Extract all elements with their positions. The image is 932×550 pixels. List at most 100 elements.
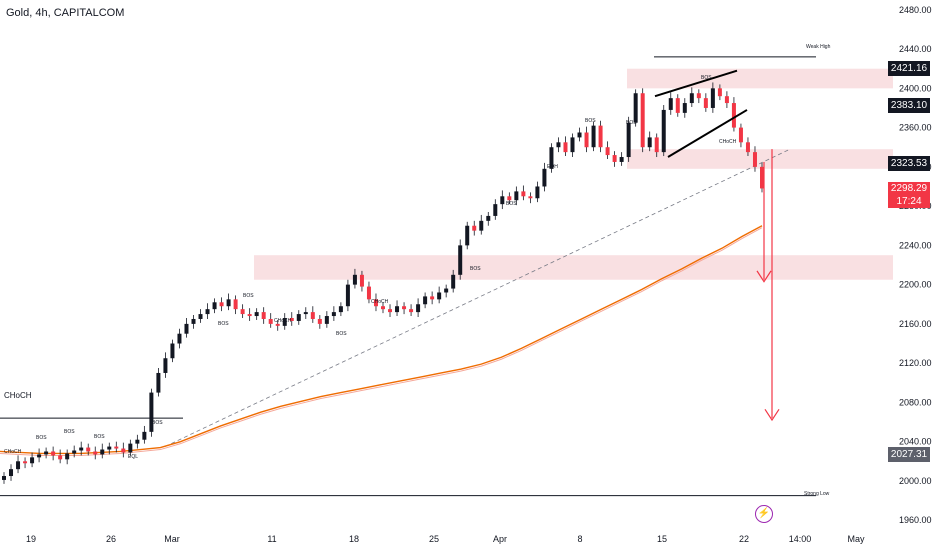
candle-body xyxy=(310,312,315,319)
candle-body xyxy=(416,304,421,313)
bos-label: BOS xyxy=(94,434,105,440)
trend-drawings xyxy=(654,69,780,422)
candle xyxy=(58,449,63,464)
candle-body xyxy=(444,288,449,293)
candle-body xyxy=(703,98,708,108)
candle xyxy=(465,221,470,250)
candle xyxy=(402,302,407,315)
candle xyxy=(72,445,77,458)
candle xyxy=(760,162,764,193)
candle xyxy=(724,91,729,108)
candle-body xyxy=(542,168,547,187)
candle-body xyxy=(745,142,750,153)
candle xyxy=(275,319,280,331)
candle-body xyxy=(633,93,638,123)
candle-body xyxy=(640,93,645,148)
candle-body xyxy=(696,93,701,99)
candle-body xyxy=(184,323,189,334)
ma-line-pink xyxy=(0,227,763,456)
candle xyxy=(51,446,56,461)
bos-label: BOS xyxy=(243,293,254,299)
candle-body xyxy=(170,343,175,359)
candle xyxy=(366,281,371,304)
candle xyxy=(696,89,701,104)
candle xyxy=(689,87,694,107)
candle xyxy=(570,133,575,158)
candle-body xyxy=(261,312,266,319)
candle-body xyxy=(570,137,575,153)
candle-body xyxy=(584,132,589,148)
candle-body xyxy=(289,318,294,321)
candle-body xyxy=(226,299,231,307)
candle xyxy=(9,464,14,481)
candle xyxy=(528,192,533,204)
candle xyxy=(381,302,385,314)
lightning-icon[interactable]: ⚡ xyxy=(755,505,773,523)
x-tick-label: 8 xyxy=(577,534,582,544)
candle xyxy=(170,339,175,363)
candle-body xyxy=(710,88,715,108)
level-lines xyxy=(0,56,816,497)
price-badge-value: 2323.53 xyxy=(890,158,928,170)
y-tick-label: 2200.00 xyxy=(899,280,932,290)
candle-body xyxy=(16,461,21,470)
candle xyxy=(640,88,645,153)
price-badge: 2421.16 xyxy=(888,60,930,76)
candle-body xyxy=(366,286,371,300)
candle xyxy=(233,295,238,315)
candle xyxy=(16,455,21,474)
choch-label: CHoCH xyxy=(4,449,22,455)
candle xyxy=(226,293,231,311)
bos-label: BOS xyxy=(701,75,712,81)
price-badge-value: 2421.16 xyxy=(890,62,928,74)
candle-body xyxy=(535,186,540,199)
candle xyxy=(121,442,126,458)
candle-body xyxy=(598,125,603,148)
candle xyxy=(93,446,98,460)
candle xyxy=(591,121,596,152)
candle xyxy=(177,328,182,349)
candle xyxy=(514,186,519,206)
price-badge-value: 2027.31 xyxy=(890,449,928,461)
candle-body xyxy=(142,431,147,440)
x-tick-label: May xyxy=(847,534,865,544)
candle-body xyxy=(2,476,6,480)
candle xyxy=(563,136,568,157)
bos-label: BOS xyxy=(64,429,75,435)
candle-body xyxy=(163,358,168,373)
price-badge: 2383.10 xyxy=(888,97,930,113)
candle-body xyxy=(191,318,196,324)
x-axis: 19 26 Mar 11 18 25 Apr 8 15 22 14:00 May xyxy=(26,534,865,544)
candle-body xyxy=(437,292,442,300)
candle xyxy=(605,141,610,159)
candle xyxy=(128,439,133,457)
x-tick-label: 18 xyxy=(349,534,359,544)
candle xyxy=(359,270,364,292)
bos-label: BOS xyxy=(470,266,481,272)
bos-label: BOS xyxy=(152,420,163,426)
candle-body xyxy=(577,132,582,138)
candle-body xyxy=(514,191,519,201)
candle xyxy=(633,89,638,127)
chart-title: Gold, 4h, CAPITALCOM xyxy=(6,7,125,19)
candle xyxy=(317,315,322,329)
y-tick-label: 2000.00 xyxy=(899,476,932,486)
candle xyxy=(23,457,28,469)
price-badge: 2323.53 xyxy=(888,156,930,172)
candle xyxy=(661,105,666,157)
candle-body xyxy=(345,284,350,307)
candle xyxy=(710,82,715,113)
candle xyxy=(345,279,350,312)
candle-body xyxy=(395,306,400,313)
y-tick-label: 2440.00 xyxy=(899,44,932,54)
candle xyxy=(261,307,266,324)
candle xyxy=(79,441,84,456)
candle-body xyxy=(668,98,673,110)
candle-body xyxy=(135,439,140,444)
candle xyxy=(310,306,315,323)
candle-body xyxy=(37,454,42,458)
candle-body xyxy=(177,333,182,344)
price-badge-value: 2298.29 xyxy=(890,183,928,195)
candle-body xyxy=(30,457,35,464)
